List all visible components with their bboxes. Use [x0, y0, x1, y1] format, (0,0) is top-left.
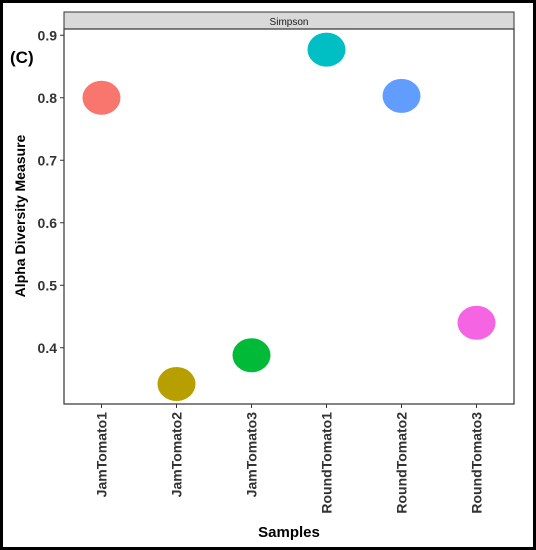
x-tick-label: RoundTomato1 — [319, 412, 335, 514]
y-tick-label: 0.9 — [38, 27, 58, 43]
y-tick-label: 0.8 — [38, 90, 58, 106]
panel-label: (C) — [10, 48, 34, 67]
data-point-jamtomato1 — [82, 80, 121, 115]
data-point-roundtomato2 — [382, 78, 421, 113]
x-tick-label: RoundTomato2 — [394, 412, 410, 514]
y-tick-label: 0.7 — [38, 152, 58, 168]
x-axis: JamTomato1 JamTomato2 JamTomato3 RoundTomat… — [94, 404, 485, 514]
y-axis-title: Alpha Diversity Measure — [12, 134, 28, 297]
x-tick-label: JamTomato1 — [94, 412, 110, 498]
y-tick-label: 0.4 — [38, 340, 58, 356]
data-point-jamtomato2 — [157, 367, 196, 401]
data-point-jamtomato3 — [232, 338, 271, 373]
y-axis: 0.4 0.5 0.6 0.7 0.8 0.9 — [38, 27, 64, 356]
facet-title: Simpson — [270, 17, 309, 28]
y-tick-label: 0.6 — [38, 215, 58, 231]
data-point-roundtomato1 — [307, 32, 346, 67]
x-tick-label: JamTomato3 — [244, 412, 260, 498]
x-tick-label: RoundTomato3 — [469, 412, 485, 514]
x-tick-label: JamTomato2 — [169, 412, 185, 498]
data-point-roundtomato3 — [457, 305, 496, 340]
plot-panel — [63, 28, 515, 405]
y-tick-label: 0.5 — [38, 277, 58, 293]
x-axis-title: Samples — [258, 524, 320, 541]
data-points — [82, 32, 496, 401]
